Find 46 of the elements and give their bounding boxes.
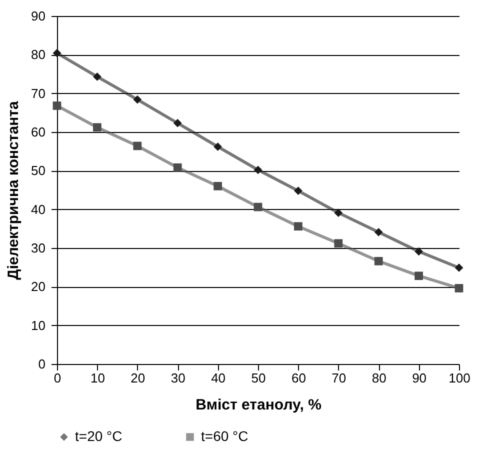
x-tick-label: 90 [412,370,427,386]
point [214,142,222,151]
x-tick-label: 60 [291,370,306,386]
point [334,239,343,248]
point [133,95,142,104]
y-tick-label: 30 [31,240,46,256]
point [294,222,302,231]
y-tick-label: 70 [31,86,46,101]
legend-label: t=20 °C [75,428,122,444]
point [93,72,102,81]
x-tick-label: 70 [332,370,346,386]
x-tick-label: 50 [251,370,266,386]
y-tick-label: 0 [38,356,46,372]
y-axis-title: Діелектрична константа [5,100,22,280]
point [214,182,222,190]
point [133,142,142,150]
point [454,284,464,292]
x-axis-title: Вміст етанолу, % [196,396,322,414]
point [254,166,262,174]
point [173,118,182,128]
x-tick-label: 20 [130,370,146,386]
point [374,256,383,266]
point [414,272,423,280]
point [454,264,464,272]
point [93,123,102,132]
y-tick-label: 80 [31,47,46,62]
point [173,163,182,172]
point [334,208,343,217]
point [414,247,423,256]
point [374,228,383,236]
x-tick-label: 0 [54,370,62,386]
point [294,186,302,195]
y-tick-label: 50 [31,163,46,178]
point [254,202,262,212]
x-tick-label: 40 [211,370,226,386]
legend-label: t=60 °C [201,428,248,444]
x-tick-label: 10 [90,370,105,386]
y-tick-label: 40 [31,202,46,217]
x-tick-label: 80 [372,370,386,386]
point [52,102,62,110]
y-tick-label: 60 [31,124,46,140]
y-tick-label: 10 [31,318,46,333]
x-tick-label: 100 [448,370,470,386]
y-tick-label: 90 [31,8,46,24]
x-tick-label: 30 [170,370,186,386]
y-tick-label: 20 [31,279,46,294]
